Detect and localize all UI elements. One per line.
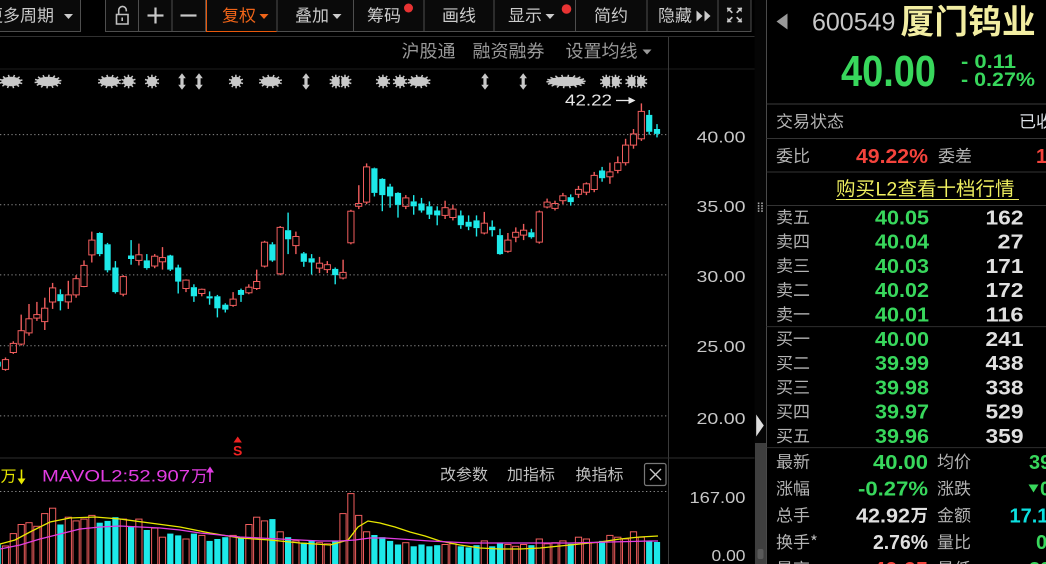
svg-text:171: 171: [986, 256, 1024, 278]
svg-text:0.86: 0.86: [1036, 532, 1046, 554]
svg-text:172: 172: [986, 280, 1024, 302]
svg-text:167.00: 167.00: [690, 490, 746, 507]
svg-text:L2: L2: [876, 179, 898, 201]
svg-text:40.00: 40.00: [841, 47, 936, 96]
svg-text:359: 359: [986, 426, 1024, 448]
svg-text:0.11: 0.11: [1040, 479, 1046, 501]
svg-text:39.97: 39.97: [875, 402, 929, 424]
svg-text:-0.27%: -0.27%: [858, 479, 928, 501]
svg-text:529: 529: [986, 402, 1024, 424]
svg-text:13: 13: [1036, 146, 1046, 168]
svg-text:40.03: 40.03: [875, 256, 929, 278]
svg-text:40.05: 40.05: [875, 207, 929, 229]
svg-text:20.00: 20.00: [697, 411, 746, 428]
svg-text:30.00: 30.00: [697, 269, 746, 286]
svg-text:338: 338: [986, 377, 1024, 399]
svg-text:241: 241: [986, 329, 1024, 351]
svg-text:39.99: 39.99: [875, 353, 929, 375]
svg-text:39.96: 39.96: [875, 426, 929, 448]
svg-text:- 0.11: - 0.11: [961, 51, 1016, 73]
svg-text:- 0.27%: - 0.27%: [961, 69, 1035, 91]
svg-text:17.18: 17.18: [1010, 505, 1046, 527]
svg-text:40.02: 40.02: [875, 280, 929, 302]
svg-text:49.22%: 49.22%: [856, 146, 928, 168]
svg-text:116: 116: [986, 305, 1024, 327]
svg-text:0.00: 0.00: [712, 548, 746, 564]
svg-text:MAVOL2:52.907: MAVOL2:52.907: [42, 467, 190, 486]
svg-text:42.92: 42.92: [856, 505, 910, 527]
svg-text:39.66: 39.66: [1029, 559, 1046, 564]
svg-text:25.00: 25.00: [697, 339, 746, 356]
svg-text:27: 27: [998, 232, 1024, 254]
svg-text:40.04: 40.04: [875, 232, 930, 254]
svg-text:40.00: 40.00: [873, 452, 928, 474]
svg-text:40.00: 40.00: [875, 329, 929, 351]
svg-text:40.00: 40.00: [697, 130, 746, 147]
svg-text:S: S: [233, 443, 242, 459]
svg-text:42.22: 42.22: [565, 93, 612, 110]
svg-text:39.91: 39.91: [1029, 452, 1046, 474]
svg-text:162: 162: [986, 207, 1024, 229]
svg-text:39.98: 39.98: [875, 377, 929, 399]
svg-text:438: 438: [986, 353, 1024, 375]
svg-text:600549: 600549: [812, 9, 895, 37]
svg-text:40.65: 40.65: [873, 559, 928, 564]
svg-text:40.01: 40.01: [875, 305, 929, 327]
svg-text:2.76%: 2.76%: [873, 532, 928, 554]
svg-text:35.00: 35.00: [697, 199, 746, 216]
